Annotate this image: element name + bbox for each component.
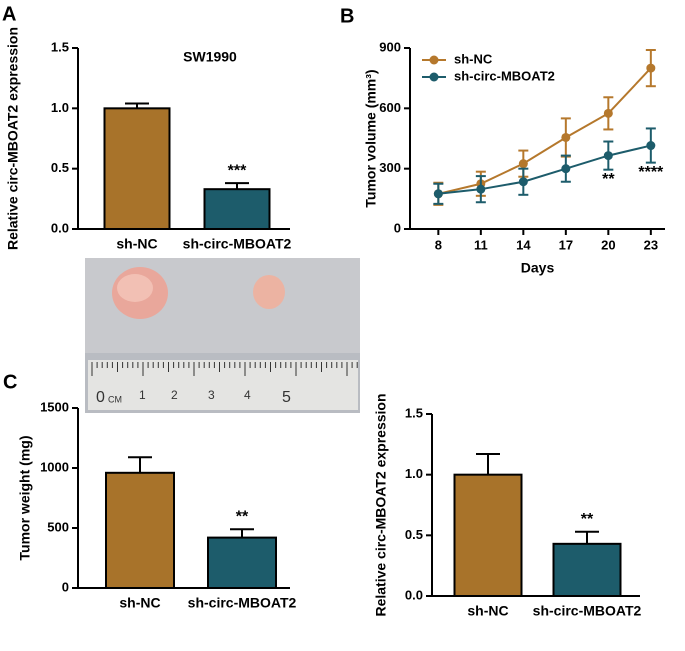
x-tick-label: 8: [435, 237, 442, 252]
panel-label: A: [2, 3, 16, 25]
x-tick-label: sh-NC: [116, 236, 157, 252]
significance: **: [602, 171, 615, 188]
y-tick-label: 0.5: [51, 160, 69, 175]
point: [561, 132, 571, 142]
x-tick-label: 17: [559, 237, 573, 252]
series-line: [438, 144, 652, 195]
significance: ****: [638, 164, 664, 181]
ruler-label: CM: [108, 394, 122, 404]
panel-label: B: [340, 5, 354, 27]
y-tick-label: 0: [394, 220, 401, 235]
point: [476, 184, 486, 194]
y-tick-label: 1.5: [405, 405, 423, 420]
point: [518, 177, 528, 187]
ruler-label: 1: [139, 388, 146, 402]
bar: [103, 107, 171, 230]
point: [433, 189, 443, 199]
y-tick-label: 500: [47, 519, 69, 534]
tumor-photo: [85, 258, 360, 413]
x-tick-label: 11: [474, 237, 488, 252]
bar: [552, 542, 622, 597]
ruler-label: 5: [282, 389, 291, 406]
x-tick-label: 20: [601, 237, 615, 252]
y-axis-label: Tumor volume (mm³): [363, 69, 379, 207]
x-tick-label: 14: [516, 237, 531, 252]
chart-title: SW1990: [183, 49, 237, 65]
bar: [207, 536, 277, 589]
point: [646, 141, 656, 151]
y-axis-label: Tumor weight (mg): [17, 436, 33, 561]
point: [561, 164, 571, 174]
significance: **: [236, 508, 249, 525]
y-tick-label: 1500: [40, 399, 69, 414]
bar: [105, 471, 175, 589]
ruler-label: 2: [171, 388, 178, 402]
x-tick-label: sh-NC: [119, 595, 160, 611]
legend-label: sh-NC: [454, 51, 493, 66]
point: [603, 108, 613, 118]
y-tick-label: 0.0: [405, 587, 423, 602]
y-tick-label: 300: [379, 160, 401, 175]
y-tick-label: 1000: [40, 459, 69, 474]
x-tick-label: sh-circ-MBOAT2: [188, 595, 297, 611]
y-tick-label: 0: [62, 579, 69, 594]
y-tick-label: 600: [379, 100, 401, 115]
x-axis-label: Days: [521, 260, 555, 276]
y-axis-label: Relative circ-MBOAT2 expression: [5, 27, 21, 250]
point: [646, 63, 656, 73]
x-tick-label: sh-circ-MBOAT2: [533, 603, 642, 619]
legend-label: sh-circ-MBOAT2: [454, 68, 555, 83]
y-tick-label: 1.0: [405, 466, 423, 481]
series-line: [438, 67, 652, 195]
x-tick-label: sh-circ-MBOAT2: [183, 236, 292, 252]
ruler-label: 4: [244, 388, 251, 402]
legend-marker: [429, 55, 439, 65]
y-tick-label: 1.0: [51, 100, 69, 115]
point: [518, 159, 528, 169]
y-tick-label: 0.0: [51, 220, 69, 235]
ruler-label: 3: [208, 388, 215, 402]
bar: [203, 188, 271, 230]
y-tick-label: 0.5: [405, 527, 423, 542]
significance: ***: [228, 162, 247, 179]
bar: [453, 473, 523, 597]
panel-label: C: [3, 371, 17, 393]
x-tick-label: 23: [644, 237, 658, 252]
significance: **: [581, 511, 594, 528]
y-axis-label: Relative circ-MBOAT2 expression: [373, 393, 389, 616]
ruler-label: 0: [96, 389, 105, 406]
y-tick-label: 1.5: [51, 39, 69, 54]
y-tick-label: 900: [379, 39, 401, 54]
legend-marker: [429, 72, 439, 82]
point: [603, 151, 613, 161]
x-tick-label: sh-NC: [467, 603, 508, 619]
